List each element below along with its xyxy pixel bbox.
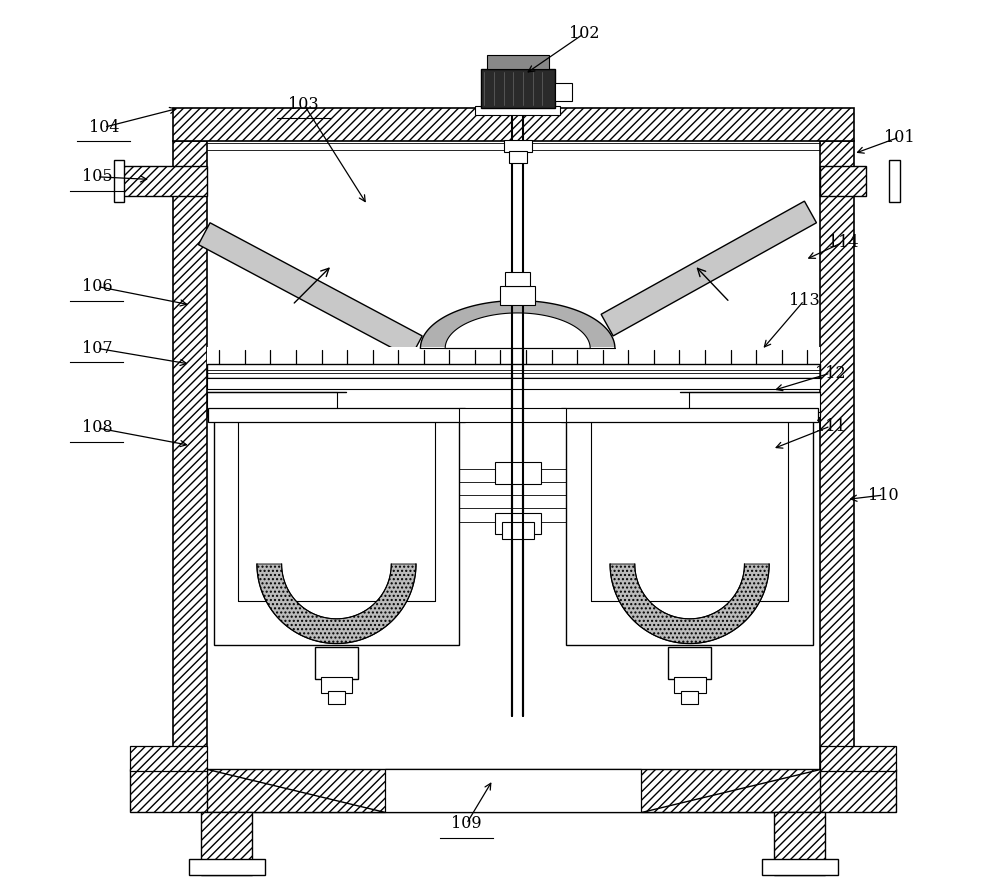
Bar xyxy=(505,272,530,286)
Polygon shape xyxy=(641,769,820,812)
Bar xyxy=(189,859,265,875)
Bar xyxy=(674,677,706,693)
Bar xyxy=(495,513,541,534)
Text: 112: 112 xyxy=(815,364,846,382)
Bar xyxy=(555,83,572,101)
Bar xyxy=(201,812,252,875)
Bar xyxy=(502,522,534,539)
Bar xyxy=(321,677,352,693)
Polygon shape xyxy=(610,564,769,644)
Bar xyxy=(208,408,465,422)
Bar xyxy=(130,769,896,812)
Text: 104: 104 xyxy=(89,118,119,136)
Bar xyxy=(500,286,535,305)
Bar xyxy=(668,647,711,679)
Bar xyxy=(481,69,555,108)
Text: 109: 109 xyxy=(451,815,482,833)
Bar xyxy=(509,151,527,163)
Bar xyxy=(459,408,566,422)
Text: 110: 110 xyxy=(868,486,899,504)
Bar xyxy=(207,347,820,364)
Text: 102: 102 xyxy=(569,25,599,42)
Bar xyxy=(130,746,207,771)
Bar xyxy=(385,769,641,812)
Bar xyxy=(820,141,854,769)
Bar xyxy=(504,140,532,152)
Bar xyxy=(762,859,838,875)
Bar xyxy=(820,746,896,771)
Bar xyxy=(475,106,560,115)
Bar xyxy=(689,412,820,417)
Polygon shape xyxy=(601,202,816,336)
Text: 106: 106 xyxy=(82,278,112,295)
Bar xyxy=(207,364,820,378)
Bar xyxy=(495,462,541,484)
Bar xyxy=(207,412,337,417)
Text: 111: 111 xyxy=(815,417,846,435)
Polygon shape xyxy=(198,223,422,358)
Text: 113: 113 xyxy=(789,292,819,309)
Bar xyxy=(207,141,820,769)
Bar xyxy=(774,812,825,875)
Text: 108: 108 xyxy=(82,419,112,437)
Bar xyxy=(207,392,337,417)
Bar xyxy=(173,141,207,769)
Bar xyxy=(566,417,813,645)
Bar xyxy=(173,108,854,141)
Text: 103: 103 xyxy=(288,95,319,113)
Bar xyxy=(689,392,820,417)
Bar xyxy=(820,166,866,196)
Bar xyxy=(214,417,459,645)
Text: 105: 105 xyxy=(82,168,112,186)
Bar xyxy=(118,166,207,196)
Bar xyxy=(561,408,818,422)
Text: 101: 101 xyxy=(884,128,915,146)
Bar xyxy=(315,647,358,679)
Text: 114: 114 xyxy=(828,233,858,251)
Bar xyxy=(889,160,900,202)
Bar xyxy=(487,55,549,69)
Polygon shape xyxy=(207,769,385,812)
Bar xyxy=(328,691,345,704)
Bar xyxy=(681,691,698,704)
Polygon shape xyxy=(257,564,416,644)
Bar xyxy=(114,160,124,202)
Bar xyxy=(207,378,820,389)
Polygon shape xyxy=(420,301,615,348)
Text: 107: 107 xyxy=(82,339,112,357)
